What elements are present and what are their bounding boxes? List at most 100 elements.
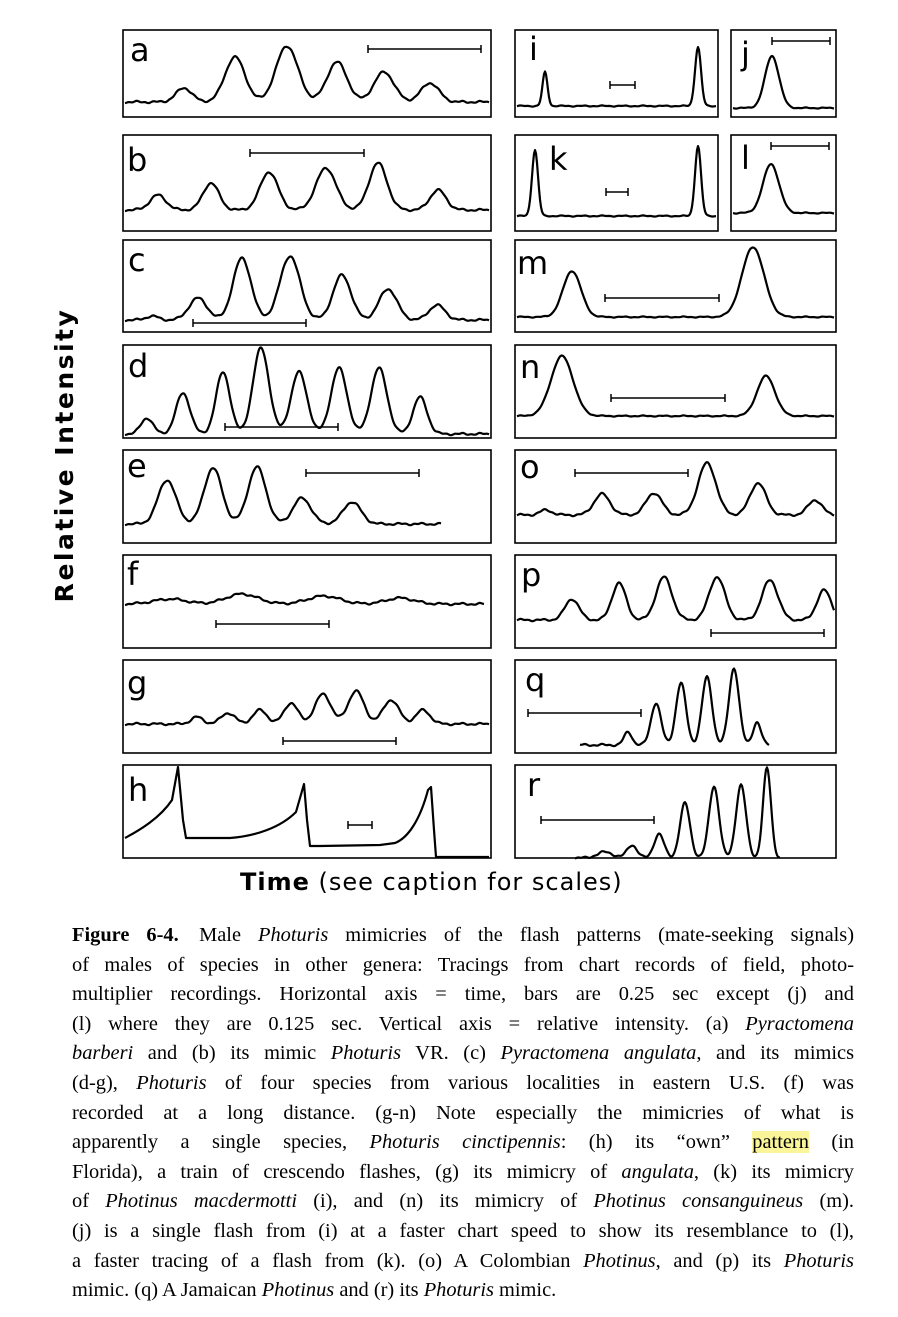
panel-letter-q: q	[525, 661, 545, 699]
scale-bar-c	[192, 319, 307, 327]
caption-text: mimicries of the flash patterns (mate-se…	[328, 924, 855, 946]
panel-letter-n: n	[520, 348, 540, 386]
panel-letter-e: e	[127, 447, 147, 485]
caption-text: and (r) its	[334, 1279, 424, 1302]
caption-text: multiplier recordings. Horizontal axis =…	[72, 983, 854, 1006]
panel-frame-j	[730, 29, 837, 118]
caption-line: of Photinus macdermotti (i), and (n) its…	[72, 1187, 854, 1217]
caption-italic: Photuris cinctipennis	[369, 1131, 561, 1154]
trace-k	[516, 145, 717, 218]
trace-o	[516, 461, 835, 518]
panel-frame-h	[122, 764, 492, 859]
caption-italic: Pyractomena	[745, 1012, 854, 1035]
caption-italic: Photuris	[423, 1279, 494, 1302]
caption-text: of	[72, 1190, 106, 1213]
panel-letter-r: r	[527, 766, 541, 804]
caption-text: mimic.	[493, 1279, 557, 1302]
caption-line: (l) where they are 0.125 sec. Vertical a…	[72, 1010, 854, 1040]
scale-bar-h	[347, 821, 373, 829]
trace-l	[732, 163, 835, 215]
panel-frame-k	[514, 134, 719, 232]
panel-frame-r	[514, 764, 837, 859]
caption-italic: Photuris	[783, 1249, 854, 1272]
panel-letter-j: j	[740, 35, 750, 73]
figure-caption: Figure 6-4. Male Photuris mimicries of t…	[72, 921, 854, 1306]
scale-bar-g	[282, 737, 397, 745]
caption-line: Figure 6-4. Male Photuris mimicries of t…	[72, 921, 854, 951]
trace-a	[124, 45, 490, 105]
caption-text: (l) where they are 0.125 sec. Vertical a…	[72, 1012, 746, 1035]
caption-italic: Photuris	[136, 1071, 207, 1094]
panel-frame-d	[122, 344, 492, 439]
trace-c	[124, 255, 490, 323]
panel-frame-f	[122, 554, 492, 649]
scale-bar-m	[604, 294, 720, 302]
panel-frame-p	[514, 554, 837, 649]
caption-line: barberi and (b) its mimic Photuris VR. (…	[72, 1039, 854, 1069]
caption-text: of males of species in other genera: Tra…	[72, 953, 854, 976]
panel-frame-n	[514, 344, 837, 439]
scale-bar-f	[215, 620, 330, 628]
caption-text: Male	[199, 924, 259, 946]
trace-f	[124, 592, 485, 607]
panel-letter-a: a	[130, 31, 150, 69]
caption-text: (m).	[803, 1190, 854, 1213]
caption-text: Florida), a train of crescendo flashes, …	[72, 1160, 622, 1183]
caption-italic: Photinus macdermotti	[105, 1190, 297, 1213]
trace-q	[579, 667, 770, 748]
caption-line: a faster tracing of a flash from (k). (o…	[72, 1247, 854, 1277]
caption-italic: Photinus	[261, 1279, 335, 1302]
caption-text: apparently a single species,	[72, 1131, 370, 1154]
caption-line: (j) is a single flash from (i) at a fast…	[72, 1217, 854, 1247]
scale-bar-r	[540, 816, 655, 824]
panel-frame-o	[514, 449, 837, 544]
caption-text: (j) is a single flash from (i) at a fast…	[72, 1219, 854, 1242]
caption-text: recorded at a long distance. (g-n) Note …	[72, 1101, 854, 1124]
caption-text: (d-g),	[72, 1071, 137, 1094]
caption-text: of four species from various localities …	[206, 1071, 854, 1094]
caption-italic: Photuris	[330, 1042, 402, 1065]
scale-bar-p	[710, 629, 825, 637]
y-axis-label: Relative Intensity	[50, 307, 79, 603]
trace-m	[516, 246, 835, 319]
x-axis-label: Time (see caption for scales)	[240, 868, 760, 902]
caption-line: mimic. (q) A Jamaican Photinus and (r) i…	[72, 1276, 854, 1306]
panel-frame-b	[122, 134, 492, 232]
caption-text: (in	[808, 1131, 854, 1154]
caption-line: of males of species in other genera: Tra…	[72, 951, 854, 981]
caption-text: and (b) its mimic	[133, 1042, 331, 1065]
trace-r	[574, 766, 781, 860]
caption-italic: barberi	[72, 1042, 134, 1065]
caption-italic: Photinus	[583, 1249, 656, 1272]
scale-bar-o	[574, 469, 689, 477]
scale-bar-e	[305, 469, 420, 477]
panel-frame-g	[122, 659, 492, 754]
caption-italic: angulata	[621, 1160, 694, 1183]
panel-letter-f: f	[127, 555, 139, 593]
caption-text: , (k) its mimicry	[693, 1160, 854, 1183]
scale-bar-i	[609, 81, 636, 89]
caption-text: (i), and (n) its mimicry of	[296, 1190, 594, 1213]
caption-text: , and its mimics	[696, 1042, 855, 1065]
scale-bar-b	[249, 149, 365, 157]
x-axis-label-note: (see caption for scales)	[318, 868, 623, 896]
figure-number: Figure 6-4.	[72, 924, 179, 946]
trace-n	[516, 354, 835, 418]
scale-bar-a	[367, 45, 482, 53]
caption-italic: Photuris	[258, 924, 329, 946]
caption-line: multiplier recordings. Horizontal axis =…	[72, 980, 854, 1010]
caption-highlight: pattern	[752, 1131, 809, 1154]
x-axis-label-time: Time	[240, 868, 310, 896]
caption-line: apparently a single species, Photuris ci…	[72, 1128, 854, 1158]
trace-d	[124, 346, 490, 437]
panel-letter-l: l	[741, 139, 750, 177]
caption-text: mimic. (q) A Jamaican	[72, 1279, 262, 1302]
panel-frame-m	[514, 239, 837, 333]
panel-letter-m: m	[517, 244, 548, 282]
panel-letter-p: p	[521, 556, 541, 594]
caption-italic: Photinus consanguineus	[593, 1190, 804, 1213]
trace-e	[124, 465, 442, 527]
figure-panels: a b c d e f g h i j k l m n o p q r	[122, 29, 837, 860]
panel-frame-c	[122, 239, 492, 333]
panel-letter-o: o	[520, 448, 540, 486]
